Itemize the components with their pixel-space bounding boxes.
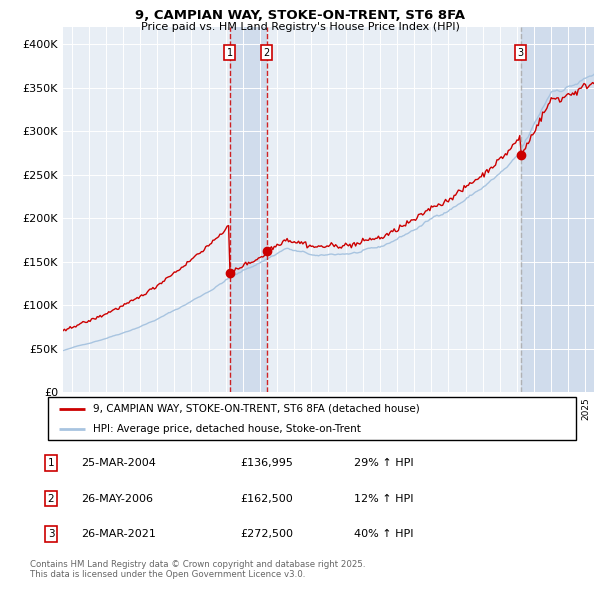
Text: 9, CAMPIAN WAY, STOKE-ON-TRENT, ST6 8FA (detached house): 9, CAMPIAN WAY, STOKE-ON-TRENT, ST6 8FA … bbox=[93, 404, 419, 414]
Text: 12% ↑ HPI: 12% ↑ HPI bbox=[354, 494, 413, 503]
Text: 9, CAMPIAN WAY, STOKE-ON-TRENT, ST6 8FA: 9, CAMPIAN WAY, STOKE-ON-TRENT, ST6 8FA bbox=[135, 9, 465, 22]
Text: 2: 2 bbox=[264, 48, 270, 58]
Text: 1: 1 bbox=[47, 458, 55, 468]
Bar bbox=[521, 27, 594, 392]
Text: 3: 3 bbox=[47, 529, 55, 539]
Text: 26-MAY-2006: 26-MAY-2006 bbox=[81, 494, 153, 503]
Text: £272,500: £272,500 bbox=[240, 529, 293, 539]
Text: 3: 3 bbox=[518, 48, 524, 58]
Text: 26-MAR-2021: 26-MAR-2021 bbox=[81, 529, 156, 539]
Text: 1: 1 bbox=[227, 48, 233, 58]
Text: 25-MAR-2004: 25-MAR-2004 bbox=[81, 458, 156, 468]
Text: HPI: Average price, detached house, Stoke-on-Trent: HPI: Average price, detached house, Stok… bbox=[93, 424, 361, 434]
Text: £162,500: £162,500 bbox=[240, 494, 293, 503]
FancyBboxPatch shape bbox=[48, 397, 576, 440]
Bar bbox=[230, 27, 267, 392]
Text: 40% ↑ HPI: 40% ↑ HPI bbox=[354, 529, 413, 539]
Text: Price paid vs. HM Land Registry's House Price Index (HPI): Price paid vs. HM Land Registry's House … bbox=[140, 22, 460, 32]
Text: Contains HM Land Registry data © Crown copyright and database right 2025.
This d: Contains HM Land Registry data © Crown c… bbox=[30, 560, 365, 579]
Text: £136,995: £136,995 bbox=[240, 458, 293, 468]
Text: 29% ↑ HPI: 29% ↑ HPI bbox=[354, 458, 413, 468]
Text: 2: 2 bbox=[47, 494, 55, 503]
